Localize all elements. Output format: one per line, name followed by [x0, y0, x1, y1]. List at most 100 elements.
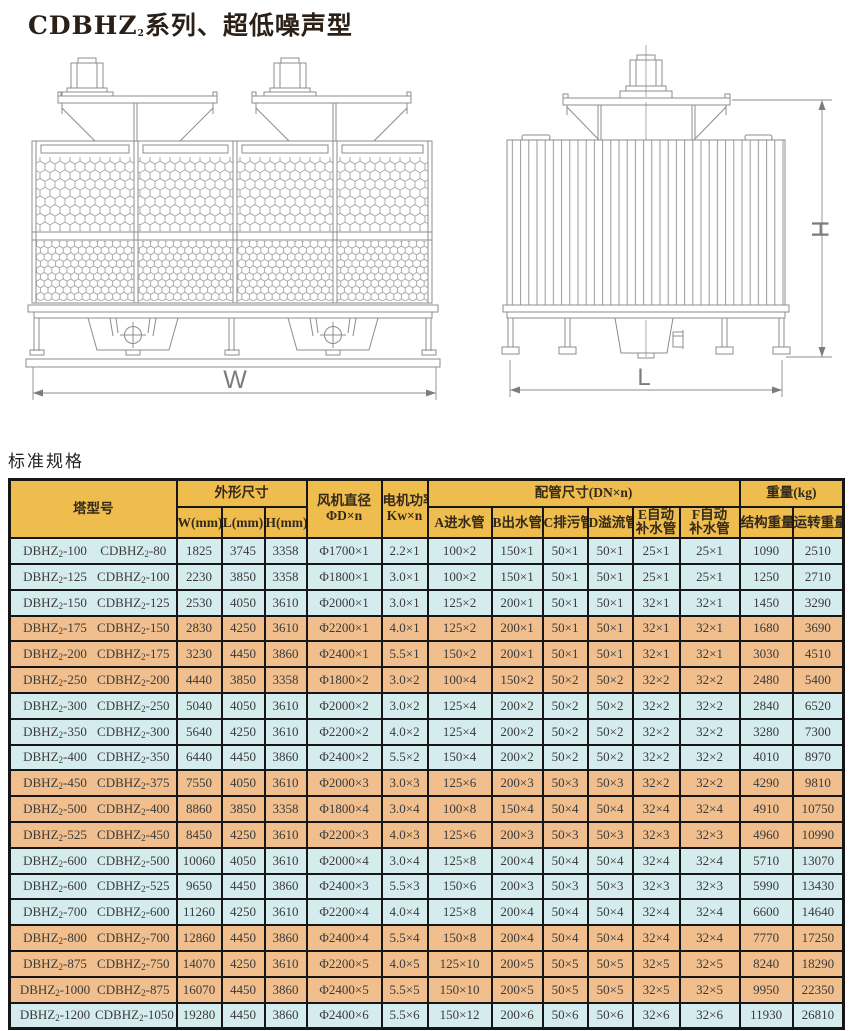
water-sump-right	[287, 317, 379, 356]
cell-width: 8450	[175, 820, 223, 849]
cell-height: 3610	[263, 691, 308, 720]
cell-pipe-c: 50×3	[541, 872, 589, 901]
cell-length: 4050	[220, 691, 266, 720]
cell-pipe-a: 150×8	[426, 924, 493, 952]
cell-pipe-f: 32×1	[678, 640, 741, 669]
cell-motor-power: 3.0×1	[380, 562, 429, 591]
cell-height: 3610	[263, 898, 308, 927]
cell-model: DBHZ2-450 CDBHZ2-375	[8, 769, 178, 798]
cell-length: 4450	[220, 975, 266, 1004]
cell-pipe-c: 50×1	[541, 562, 589, 591]
cell-running-weight: 10750	[791, 795, 845, 823]
cell-running-weight: 10990	[791, 820, 845, 849]
cell-pipe-b: 150×1	[490, 537, 544, 565]
table-row: DBHZ2-100 CDBHZ2-80 1825 3745 3358 Φ1700…	[8, 537, 845, 565]
cell-structural-weight: 11930	[738, 1001, 794, 1030]
cell-width: 5040	[175, 691, 223, 720]
cell-pipe-f: 32×5	[678, 949, 741, 978]
cell-pipe-a: 150×4	[426, 743, 493, 772]
cell-pipe-b: 150×4	[490, 795, 544, 823]
cell-length: 3850	[220, 795, 266, 823]
model-cdbhz: CDBHZ2-450	[97, 826, 170, 843]
fan-deck-left	[57, 91, 218, 142]
model-cdbhz: CDBHZ2-150	[97, 620, 170, 637]
cell-length: 4450	[220, 1001, 266, 1030]
cell-pipe-e: 32×2	[631, 769, 681, 798]
cell-pipe-e: 32×2	[631, 666, 681, 694]
cell-height: 3610	[263, 949, 308, 978]
cell-fan-diameter: Φ2000×3	[305, 769, 383, 798]
cell-pipe-a: 100×2	[426, 562, 493, 591]
cell-pipe-d: 50×4	[586, 795, 634, 823]
cell-pipe-f: 32×2	[678, 743, 741, 772]
cell-width: 9650	[175, 872, 223, 901]
model-dbhz: DBHZ2-525	[23, 826, 87, 843]
cell-length: 4450	[220, 640, 266, 669]
table-row: DBHZ2-175 CDBHZ2-150 2830 4250 3610 Φ220…	[8, 614, 845, 643]
cell-structural-weight: 1250	[738, 562, 794, 591]
cell-motor-power: 5.5×5	[380, 975, 429, 1004]
header-weight-group: 重量(kg)	[738, 478, 845, 508]
cell-pipe-e: 32×1	[631, 588, 681, 617]
cell-structural-weight: 2480	[738, 666, 794, 694]
cell-pipe-d: 50×4	[586, 846, 634, 875]
cell-pipe-b: 200×2	[490, 743, 544, 772]
cell-motor-power: 2.2×1	[380, 537, 429, 565]
header-pipe-c: C排污管	[541, 505, 589, 540]
cell-height: 3860	[263, 640, 308, 669]
cell-pipe-c: 50×4	[541, 924, 589, 952]
cell-pipe-f: 32×3	[678, 820, 741, 849]
cell-pipe-d: 50×3	[586, 872, 634, 901]
cell-fan-diameter: Φ2200×3	[305, 820, 383, 849]
cell-pipe-d: 50×2	[586, 691, 634, 720]
cell-fan-diameter: Φ2200×5	[305, 949, 383, 978]
cell-model: DBHZ2-875 CDBHZ2-750	[8, 949, 178, 978]
cell-running-weight: 3290	[791, 588, 845, 617]
cell-pipe-b: 150×2	[490, 666, 544, 694]
cell-structural-weight: 9950	[738, 975, 794, 1004]
table-row: DBHZ2-450 CDBHZ2-375 7550 4050 3610 Φ200…	[8, 769, 845, 798]
model-dbhz: DBHZ2-100	[23, 543, 87, 560]
model-cdbhz: CDBHZ2-300	[97, 723, 170, 740]
cell-structural-weight: 3280	[738, 717, 794, 746]
table-row: DBHZ2-250 CDBHZ2-200 4440 3850 3358 Φ180…	[8, 666, 845, 694]
cell-motor-power: 4.0×3	[380, 820, 429, 849]
cell-fan-diameter: Φ2400×3	[305, 872, 383, 901]
model-dbhz: DBHZ2-600	[23, 852, 87, 869]
table-row: DBHZ2-1200 CDBHZ2-1050 19280 4450 3860 Φ…	[8, 1001, 845, 1030]
cell-motor-power: 3.0×1	[380, 588, 429, 617]
cell-pipe-c: 50×1	[541, 640, 589, 669]
cell-structural-weight: 1680	[738, 614, 794, 643]
cell-model: DBHZ2-300 CDBHZ2-250	[8, 691, 178, 720]
cell-height: 3610	[263, 820, 308, 849]
cell-pipe-e: 32×5	[631, 949, 681, 978]
cell-height: 3358	[263, 562, 308, 591]
model-dbhz: DBHZ2-1200	[19, 1007, 91, 1024]
table-row: DBHZ2-800 CDBHZ2-700 12860 4450 3860 Φ24…	[8, 924, 845, 952]
cell-structural-weight: 4960	[738, 820, 794, 849]
model-dbhz: DBHZ2-250	[23, 672, 87, 689]
cell-pipe-f: 32×4	[678, 846, 741, 875]
fan-deck-right	[251, 91, 412, 142]
cell-running-weight: 26810	[791, 1001, 845, 1030]
cell-pipe-c: 50×3	[541, 769, 589, 798]
cell-fan-diameter: Φ2200×2	[305, 717, 383, 746]
cell-width: 3230	[175, 640, 223, 669]
cell-running-weight: 22350	[791, 975, 845, 1004]
cell-pipe-d: 50×2	[586, 717, 634, 746]
table-row: DBHZ2-1000 CDBHZ2-875 16070 4450 3860 Φ2…	[8, 975, 845, 1004]
cell-length: 4450	[220, 872, 266, 901]
cell-motor-power: 5.5×1	[380, 640, 429, 669]
cell-motor-power: 5.5×3	[380, 872, 429, 901]
cell-pipe-c: 50×4	[541, 795, 589, 823]
cell-width: 2230	[175, 562, 223, 591]
cell-width: 19280	[175, 1001, 223, 1030]
section-title: 标准规格	[8, 452, 84, 471]
cell-pipe-d: 50×1	[586, 537, 634, 565]
table-row: DBHZ2-600 CDBHZ2-500 10060 4050 3610 Φ20…	[8, 846, 845, 875]
model-cdbhz: CDBHZ2-400	[97, 801, 170, 818]
model-cdbhz: CDBHZ2-80	[100, 543, 167, 560]
cell-length: 4250	[220, 717, 266, 746]
cell-height: 3610	[263, 717, 308, 746]
model-cdbhz: CDBHZ2-750	[97, 955, 170, 972]
